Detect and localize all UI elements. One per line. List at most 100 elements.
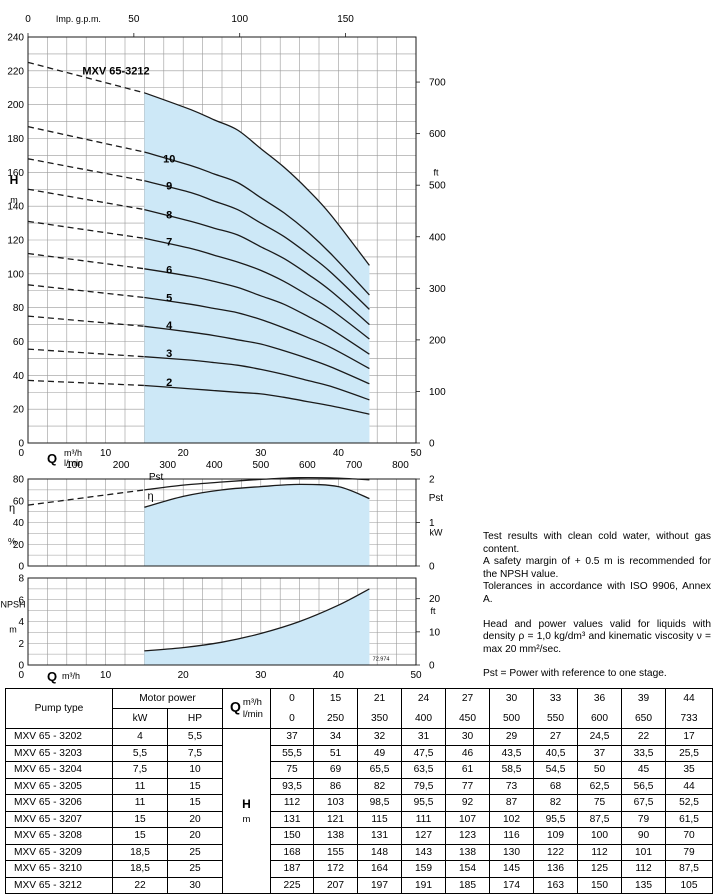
h-cell: 79 [621,810,666,828]
h-cell: 164 [357,860,402,878]
y-tick-label: 60 [13,337,25,348]
h-cell: 49 [357,744,402,762]
h-cell: 150 [577,876,622,894]
h-cell: 34 [313,728,358,746]
x-axis-unit: l/min [64,458,83,468]
h-cell: 61 [445,761,490,779]
h-cell: 187 [270,860,314,878]
q-lmin-cell: 0 [270,708,314,729]
x-axis-title: Q [47,451,57,466]
ft-axis-title: ft [430,606,436,616]
note-validity: Head and power values valid for liquids … [483,618,711,655]
q-m3h-cell: 33 [533,688,578,709]
h-cell: 32 [357,728,402,746]
h-cell: 112 [270,794,314,812]
y-tick-label: 20 [13,540,25,551]
y-tick-label: 80 [13,475,25,486]
kw-cell: 15 [112,810,168,828]
h-cell: 46 [445,744,490,762]
h-cell: 100 [577,827,622,845]
h-cell: 58,5 [489,761,534,779]
x-tick-label: 20 [178,448,190,459]
ft-tick-label: 700 [429,78,446,89]
h-unit: m [242,814,251,825]
h-cell: 150 [270,827,314,845]
kw-cell: 7,5 [112,761,168,779]
h-cell: 62,5 [577,777,622,795]
h-cell: 111 [401,810,446,828]
kw-cell: 11 [112,777,168,795]
h-cell: 82 [533,794,578,812]
q-m3h-cell: 21 [357,688,402,709]
h-cell: 102 [489,810,534,828]
h-curve-3 [144,356,370,401]
y-tick-label: 2 [18,639,24,650]
lmin-tick-label: 700 [346,460,363,471]
y-tick-label: 0 [18,661,24,672]
y-axis-title: NPSH [0,599,25,609]
h-cell: 159 [401,860,446,878]
hp-cell: 7,5 [167,744,223,762]
gpm-tick-label: 150 [337,14,354,25]
y-tick-label: 20 [13,405,25,416]
h-cell: 225 [270,876,314,894]
pst-tick-label: 2 [429,475,435,486]
y-tick-label: 4 [18,617,24,628]
lmin-tick-label: 100 [66,460,83,471]
h-cell: 35 [665,761,713,779]
h-cell: 24,5 [577,728,622,746]
h-curve-9 [144,180,370,310]
hp-cell: 20 [167,810,223,828]
q-m3h-cell: 44 [665,688,713,709]
pump-type-cell: MXV 65 - 3210 [5,860,113,878]
lmin-tick-label: 300 [159,460,176,471]
x-tick-label: 0 [18,448,24,459]
h-cell: 123 [445,827,490,845]
h-label: H [242,797,251,811]
h-cell: 115 [357,810,402,828]
kw-header: kW [112,708,168,729]
q-lmin-cell: 600 [577,708,622,729]
h-curve-7 [144,237,370,340]
table-header-row: kW HP 0 250 350 400 450 500 550 600 650 733 [6,708,713,729]
h-cell: 107 [445,810,490,828]
h-cell: 105 [665,876,713,894]
x-axis-title: Q [47,669,57,684]
h-cell: 172 [313,860,358,878]
h-cell: 154 [445,860,490,878]
h-cell: 67,5 [621,794,666,812]
h-cell: 82 [357,777,402,795]
y-tick-label: 40 [13,518,25,529]
ft-tick-label: 0 [429,661,435,672]
table-row: MXV 65 - 3212 22 30 225 207 197 191 185 174 163 15… [5,876,713,894]
q-m3h-cell: 27 [445,688,490,709]
h-cell: 131 [357,827,402,845]
stage-label: 3 [166,348,172,360]
table-row: MXV 65 - 3204 7,5 10 75 69 65,5 63,5 61 58,5 54,5… [5,761,713,779]
y-tick-label: 100 [7,269,24,280]
h-cell: 103 [313,794,358,812]
h-cell: 191 [401,876,446,894]
h-cell: 155 [313,843,358,861]
q-m3h-cell: 30 [489,688,534,709]
h-cell: 79 [665,843,713,861]
pump-type-cell: MXV 65 - 3212 [5,876,113,894]
table-row: MXV 65 - 3208 15 20 150 138 131 127 123 116 109 10… [5,827,713,845]
h-cell: 54,5 [533,761,578,779]
h-curve-6 [144,268,370,355]
q-lmin-cell: 350 [357,708,402,729]
h-cell: 68 [533,777,578,795]
x-tick-label: 30 [255,448,267,459]
stage-label: 5 [166,292,172,304]
pst-tick-label: 0 [429,562,435,573]
h-cell: 30 [445,728,490,746]
h-cell: 92 [445,794,490,812]
h-cell: 116 [489,827,534,845]
y-tick-label: 0 [18,562,24,573]
q-lmin-cell: 650 [621,708,666,729]
chart-title: MXV 65-3212 [82,65,149,77]
q-unit-lmin: l/min [242,708,263,720]
lmin-tick-label: 500 [252,460,269,471]
